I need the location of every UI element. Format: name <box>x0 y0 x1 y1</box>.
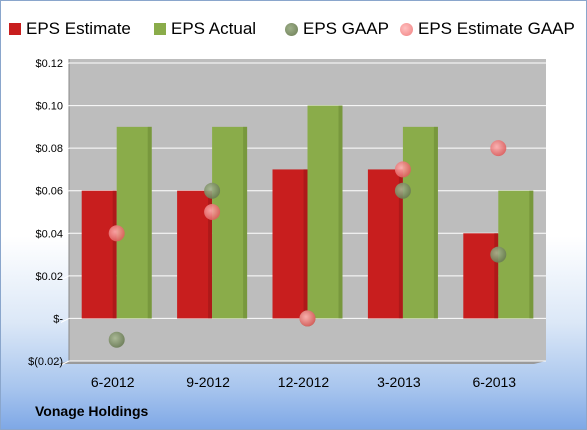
bar-shade-eps-actual-12-2012 <box>338 105 343 319</box>
gridline-depth <box>60 360 70 366</box>
x-tick-label: 12-2012 <box>278 374 330 390</box>
legend: EPS Estimate EPS Actual EPS GAAP EPS Est… <box>1 19 586 41</box>
x-tick-label: 9-2012 <box>186 374 230 390</box>
gridline-depth <box>60 105 70 111</box>
marker-eps-gaap-6-2013 <box>490 246 507 263</box>
bar-shade-eps-estimate-3-2013 <box>398 169 403 319</box>
bar-eps-actual-12-2012 <box>307 105 343 319</box>
legend-dot-eps-gaap <box>285 22 298 36</box>
gridline-depth <box>60 232 70 238</box>
legend-dot-eps-estimate-gaap <box>400 22 413 36</box>
legend-item-eps-estimate: EPS Estimate <box>9 19 131 39</box>
bar-eps-estimate-12-2012 <box>272 169 308 319</box>
marker-eps-estimate-gaap-12-2012 <box>299 310 316 327</box>
bar-eps-estimate-6-2012 <box>81 190 117 319</box>
y-tick-label: $0.12 <box>35 58 63 70</box>
marker-eps-estimate-gaap-9-2012 <box>204 204 221 220</box>
bar-eps-actual-6-2012 <box>116 126 152 319</box>
legend-swatch-eps-estimate <box>9 23 21 35</box>
y-tick-label: $0.04 <box>35 228 63 240</box>
gridline-depth <box>60 317 70 323</box>
x-tick-label: 6-2013 <box>473 374 517 390</box>
y-tick-label: $0.10 <box>35 101 63 113</box>
y-tick-label: $(0.02) <box>28 356 63 368</box>
marker-eps-gaap-6-2012 <box>108 331 125 348</box>
legend-label-eps-estimate-gaap: EPS Estimate GAAP <box>418 19 575 38</box>
bar-shade-eps-actual-6-2013 <box>529 190 534 319</box>
marker-eps-gaap-3-2013 <box>394 182 411 199</box>
plot-floor <box>57 361 546 364</box>
bar-eps-actual-3-2013 <box>402 126 438 319</box>
y-tick-label: $- <box>53 313 63 325</box>
bar-shade-eps-estimate-6-2012 <box>112 190 117 319</box>
legend-label-eps-actual: EPS Actual <box>171 19 257 38</box>
y-tick-label: $0.08 <box>35 143 63 155</box>
company-name: Vonage Holdings <box>35 403 149 419</box>
legend-label-eps-estimate: EPS Estimate <box>26 19 131 38</box>
x-tick-label: 3-2013 <box>377 374 421 390</box>
legend-label-eps-gaap: EPS GAAP <box>303 19 389 38</box>
marker-eps-estimate-gaap-3-2013 <box>394 161 411 178</box>
marker-eps-estimate-gaap-6-2013 <box>490 140 507 157</box>
bar-shade-eps-estimate-6-2013 <box>494 233 499 319</box>
gridline-depth <box>60 275 70 281</box>
bar-shade-eps-estimate-9-2012 <box>208 190 213 319</box>
bar-shade-eps-actual-3-2013 <box>433 126 438 319</box>
bar-eps-estimate-6-2013 <box>463 233 499 319</box>
bar-shade-eps-actual-6-2012 <box>147 126 152 319</box>
y-tick-label: $0.02 <box>35 271 63 283</box>
marker-eps-estimate-gaap-6-2012 <box>108 225 125 242</box>
bar-shade-eps-actual-9-2012 <box>243 126 248 319</box>
legend-item-eps-actual: EPS Actual <box>154 19 256 39</box>
gridline-depth <box>60 190 70 196</box>
marker-eps-gaap-9-2012 <box>204 182 221 199</box>
gridline-depth <box>60 62 70 68</box>
legend-swatch-eps-actual <box>154 23 166 35</box>
x-tick-label: 6-2012 <box>91 374 135 390</box>
bar-eps-actual-9-2012 <box>212 126 248 319</box>
legend-item-eps-gaap: EPS GAAP <box>285 19 389 39</box>
bar-shade-eps-estimate-12-2012 <box>303 169 308 319</box>
gridline-depth <box>60 147 70 153</box>
y-tick-label: $0.06 <box>35 186 63 198</box>
legend-item-eps-estimate-gaap: EPS Estimate GAAP <box>400 19 575 39</box>
